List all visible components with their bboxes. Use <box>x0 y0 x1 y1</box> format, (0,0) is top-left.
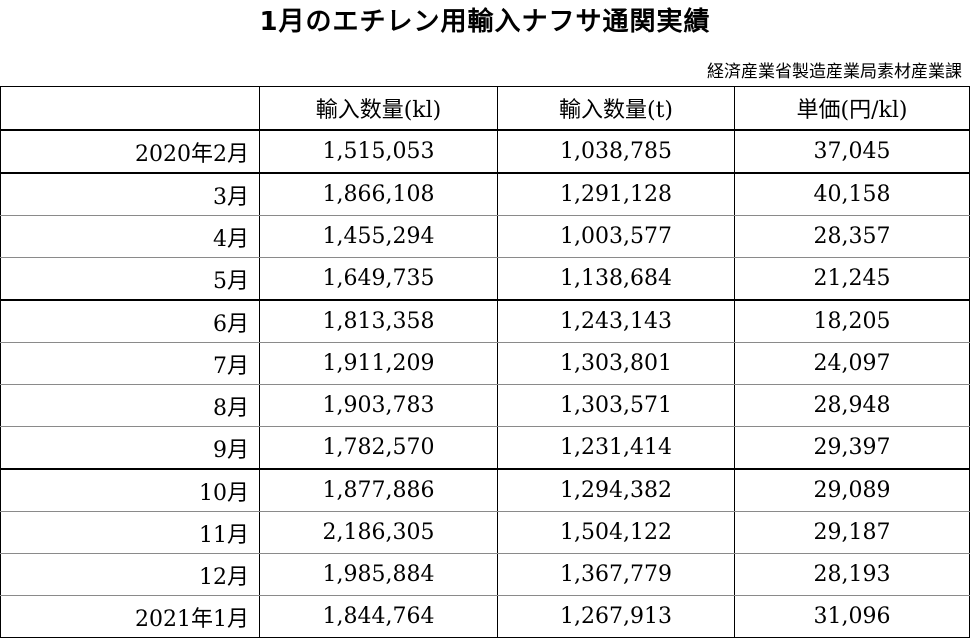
table-row: 2021年1月 1,844,764 1,267,913 31,096 <box>0 595 970 638</box>
row-volume-kl: 1,844,764 <box>259 595 498 638</box>
row-unit-price: 40,158 <box>734 172 970 216</box>
row-unit-price: 37,045 <box>734 129 970 174</box>
page-title: 1月のエチレン用輸入ナフサ通関実績 <box>259 7 711 37</box>
row-volume-t: 1,303,571 <box>497 384 735 427</box>
table-row: 11月 2,186,305 1,504,122 29,187 <box>0 511 970 554</box>
row-volume-t: 1,291,128 <box>497 172 735 216</box>
row-volume-kl: 1,515,053 <box>259 129 498 174</box>
table-row: 3月 1,866,108 1,291,128 40,158 <box>0 172 970 216</box>
header-volume-kl: 輸入数量(kl) <box>259 86 498 131</box>
row-volume-kl: 1,649,735 <box>259 257 498 301</box>
row-unit-price: 29,397 <box>734 426 970 470</box>
table-row: 9月 1,782,570 1,231,414 29,397 <box>0 426 970 470</box>
row-month: 7月 <box>0 342 260 385</box>
row-month: 6月 <box>0 299 260 343</box>
row-unit-price: 31,096 <box>734 595 970 638</box>
row-volume-t: 1,367,779 <box>497 553 735 596</box>
row-volume-t: 1,303,801 <box>497 342 735 385</box>
row-volume-kl: 2,186,305 <box>259 511 498 554</box>
table-row: 2020年2月 1,515,053 1,038,785 37,045 <box>0 129 970 174</box>
row-volume-kl: 1,911,209 <box>259 342 498 385</box>
row-volume-kl: 1,455,294 <box>259 215 498 258</box>
row-month: 4月 <box>0 215 260 258</box>
table-header-row: 輸入数量(kl) 輸入数量(t) 単価(円/kl) <box>0 86 970 131</box>
row-month: 3月 <box>0 172 260 216</box>
row-month: 2020年2月 <box>0 129 260 174</box>
header-volume-t: 輸入数量(t) <box>497 86 735 131</box>
row-month: 5月 <box>0 257 260 301</box>
row-volume-kl: 1,877,886 <box>259 468 498 512</box>
row-volume-kl: 1,866,108 <box>259 172 498 216</box>
table-row: 8月 1,903,783 1,303,571 28,948 <box>0 384 970 427</box>
row-volume-t: 1,243,143 <box>497 299 735 343</box>
row-unit-price: 28,193 <box>734 553 970 596</box>
header-unit-price: 単価(円/kl) <box>734 86 970 131</box>
table-row: 10月 1,877,886 1,294,382 29,089 <box>0 468 970 512</box>
row-unit-price: 28,948 <box>734 384 970 427</box>
source-label: 経済産業省製造産業局素材産業課 <box>707 62 962 82</box>
row-volume-t: 1,294,382 <box>497 468 735 512</box>
table-row: 4月 1,455,294 1,003,577 28,357 <box>0 215 970 258</box>
row-month: 12月 <box>0 553 260 596</box>
table-row: 5月 1,649,735 1,138,684 21,245 <box>0 257 970 301</box>
naphtha-import-table: 輸入数量(kl) 輸入数量(t) 単価(円/kl) 2020年2月 1,515,… <box>0 86 970 638</box>
row-unit-price: 21,245 <box>734 257 970 301</box>
row-volume-kl: 1,813,358 <box>259 299 498 343</box>
row-volume-kl: 1,782,570 <box>259 426 498 470</box>
row-month: 2021年1月 <box>0 595 260 638</box>
row-month: 11月 <box>0 511 260 554</box>
row-unit-price: 29,187 <box>734 511 970 554</box>
row-unit-price: 24,097 <box>734 342 970 385</box>
header-month <box>0 86 260 131</box>
row-volume-kl: 1,985,884 <box>259 553 498 596</box>
row-unit-price: 18,205 <box>734 299 970 343</box>
row-volume-t: 1,231,414 <box>497 426 735 470</box>
row-unit-price: 29,089 <box>734 468 970 512</box>
row-volume-t: 1,038,785 <box>497 129 735 174</box>
table-row: 7月 1,911,209 1,303,801 24,097 <box>0 342 970 385</box>
row-volume-t: 1,267,913 <box>497 595 735 638</box>
row-volume-kl: 1,903,783 <box>259 384 498 427</box>
row-unit-price: 28,357 <box>734 215 970 258</box>
row-month: 10月 <box>0 468 260 512</box>
row-volume-t: 1,003,577 <box>497 215 735 258</box>
row-volume-t: 1,138,684 <box>497 257 735 301</box>
row-volume-t: 1,504,122 <box>497 511 735 554</box>
row-month: 9月 <box>0 426 260 470</box>
table-row: 12月 1,985,884 1,367,779 28,193 <box>0 553 970 596</box>
row-month: 8月 <box>0 384 260 427</box>
table-row: 6月 1,813,358 1,243,143 18,205 <box>0 299 970 343</box>
